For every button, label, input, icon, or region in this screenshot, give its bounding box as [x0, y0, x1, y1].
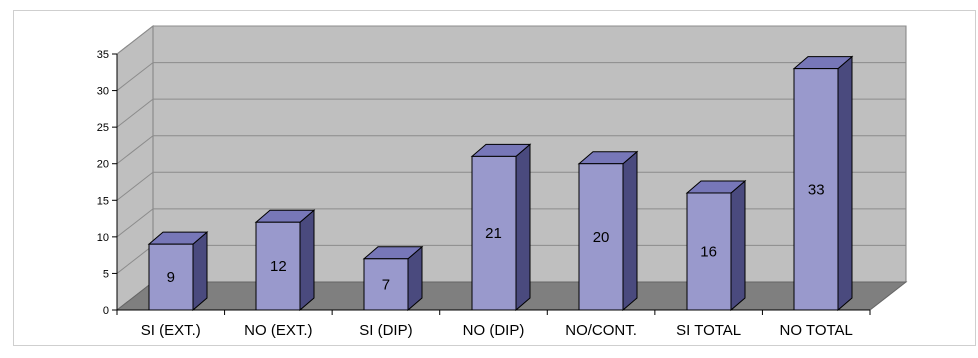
- bar-side: [192, 231, 208, 312]
- bar-front: [686, 192, 732, 311]
- labels: 0 5 10 15 20 25 30 35 9 SI (EXT.) 12 NO (EXT.) 7 SI (…: [97, 49, 853, 339]
- bar-side: [837, 55, 853, 312]
- y-tick-label: 20: [97, 159, 109, 171]
- category-label: NO TOTAL: [780, 322, 853, 339]
- bar-side: [515, 143, 531, 312]
- category-label: NO (EXT.): [244, 322, 312, 339]
- data-label: 7: [382, 276, 390, 293]
- bar: [254, 209, 316, 312]
- category-label: SI TOTAL: [676, 322, 741, 339]
- data-label: 21: [485, 225, 502, 242]
- gridline: [116, 25, 906, 55]
- category-label: SI (EXT.): [141, 322, 201, 339]
- bar: [362, 245, 424, 312]
- gridline: [116, 135, 906, 165]
- bar: [470, 143, 532, 312]
- y-tick-label: 0: [103, 305, 109, 317]
- data-label: 20: [593, 229, 610, 246]
- category-label: SI (DIP): [359, 322, 412, 339]
- bar-front: [471, 155, 517, 311]
- category-label: NO/CONT.: [565, 322, 637, 339]
- bar-front: [793, 68, 839, 311]
- bar-side: [299, 209, 315, 312]
- y-tick-label: 25: [97, 122, 109, 134]
- data-label: 12: [270, 258, 287, 275]
- y-tick-label: 35: [97, 49, 109, 61]
- data-label: 16: [700, 243, 717, 260]
- chart-frame: [13, 10, 976, 346]
- y-tick-label: 10: [97, 232, 109, 244]
- category-label: NO (DIP): [463, 322, 525, 339]
- bars: [147, 55, 854, 312]
- y-tick-label: 15: [97, 195, 109, 207]
- bar: [792, 55, 854, 312]
- bar: [685, 179, 747, 312]
- y-tick-label: 5: [103, 268, 109, 280]
- gridline: [116, 171, 906, 201]
- data-label: 33: [808, 181, 825, 198]
- y-tick-label: 30: [97, 86, 109, 98]
- gridline: [116, 98, 906, 128]
- gridline: [116, 62, 906, 91]
- bar-front: [148, 243, 194, 311]
- bar: [577, 150, 639, 312]
- bar-side: [622, 150, 638, 312]
- bar: [147, 231, 209, 312]
- side-wall: [116, 24, 154, 312]
- bar-front: [363, 258, 409, 311]
- bar-side: [730, 179, 746, 312]
- data-label: 9: [167, 269, 175, 286]
- bar-front: [255, 221, 301, 311]
- bar-front: [578, 163, 624, 311]
- gridline: [116, 208, 906, 238]
